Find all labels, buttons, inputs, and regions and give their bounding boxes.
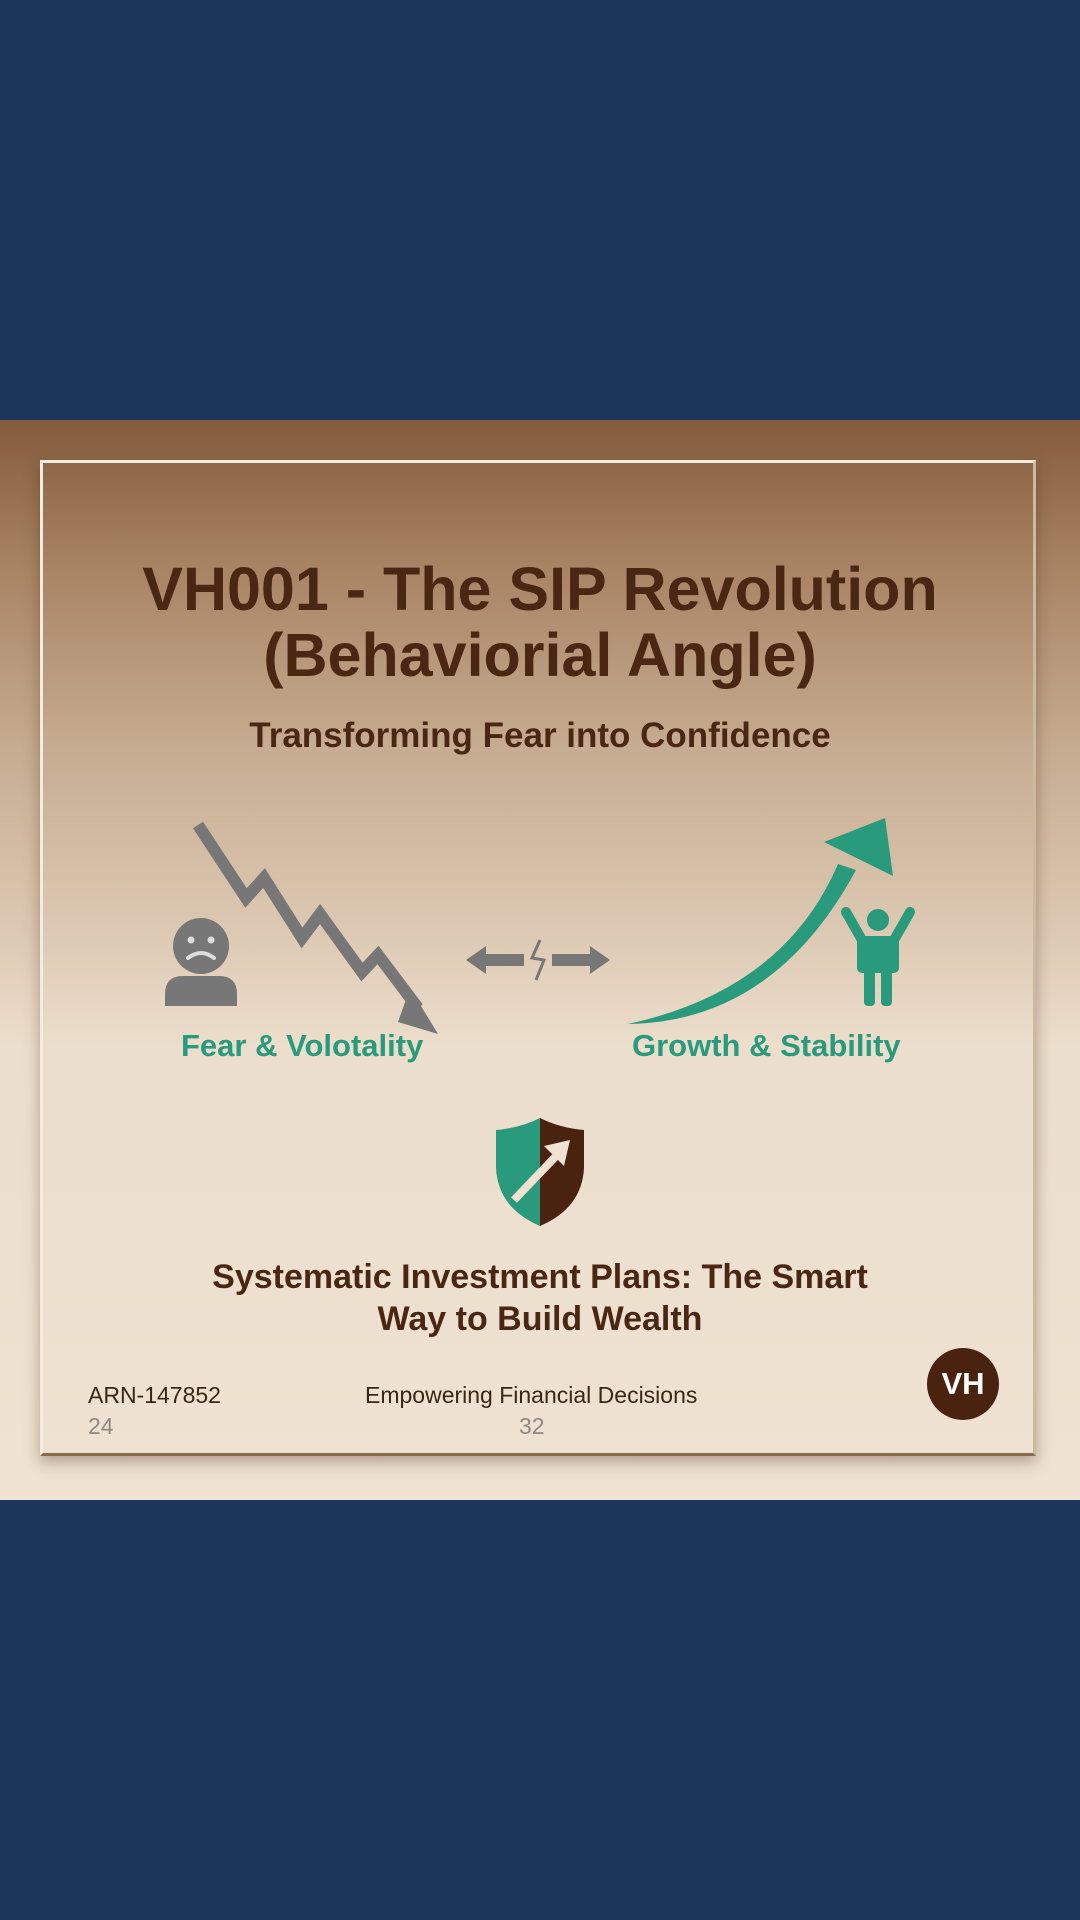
vh-logo-badge: VH xyxy=(927,1348,999,1420)
down-trend-arrow-icon xyxy=(192,821,438,1034)
arn-code: ARN-147852 xyxy=(88,1382,221,1408)
title-line-2: (Behaviorial Angle) xyxy=(263,621,817,689)
card-frame xyxy=(40,460,1036,1456)
tagline: Empowering Financial Decisions xyxy=(365,1382,698,1408)
description-line-1: Systematic Investment Plans: The Smart xyxy=(212,1258,868,1296)
banner-subtitle: Transforming Fear into Confidence xyxy=(249,716,831,755)
footer-number-center: 32 xyxy=(519,1413,545,1439)
growth-stability-label: Growth & Stability xyxy=(632,1028,901,1063)
shield-growth-icon xyxy=(496,1118,584,1226)
banner-description: Systematic Investment Plans: The Smart W… xyxy=(0,1256,1080,1340)
sip-banner: VH001 - The SIP Revolution (Behaviorial … xyxy=(0,420,1080,1500)
description-line-2: Way to Build Wealth xyxy=(377,1300,703,1338)
title-line-1: VH001 - The SIP Revolution xyxy=(142,555,938,623)
sad-person-icon xyxy=(165,918,237,1006)
exchange-arrows-icon xyxy=(466,939,610,981)
happy-person-icon xyxy=(841,907,915,1006)
footer-number-left: 24 xyxy=(88,1413,114,1439)
banner-title: VH001 - The SIP Revolution (Behaviorial … xyxy=(0,556,1080,688)
fear-volatility-label: Fear & Volotality xyxy=(181,1028,424,1063)
up-trend-arrow-icon xyxy=(628,818,893,1024)
